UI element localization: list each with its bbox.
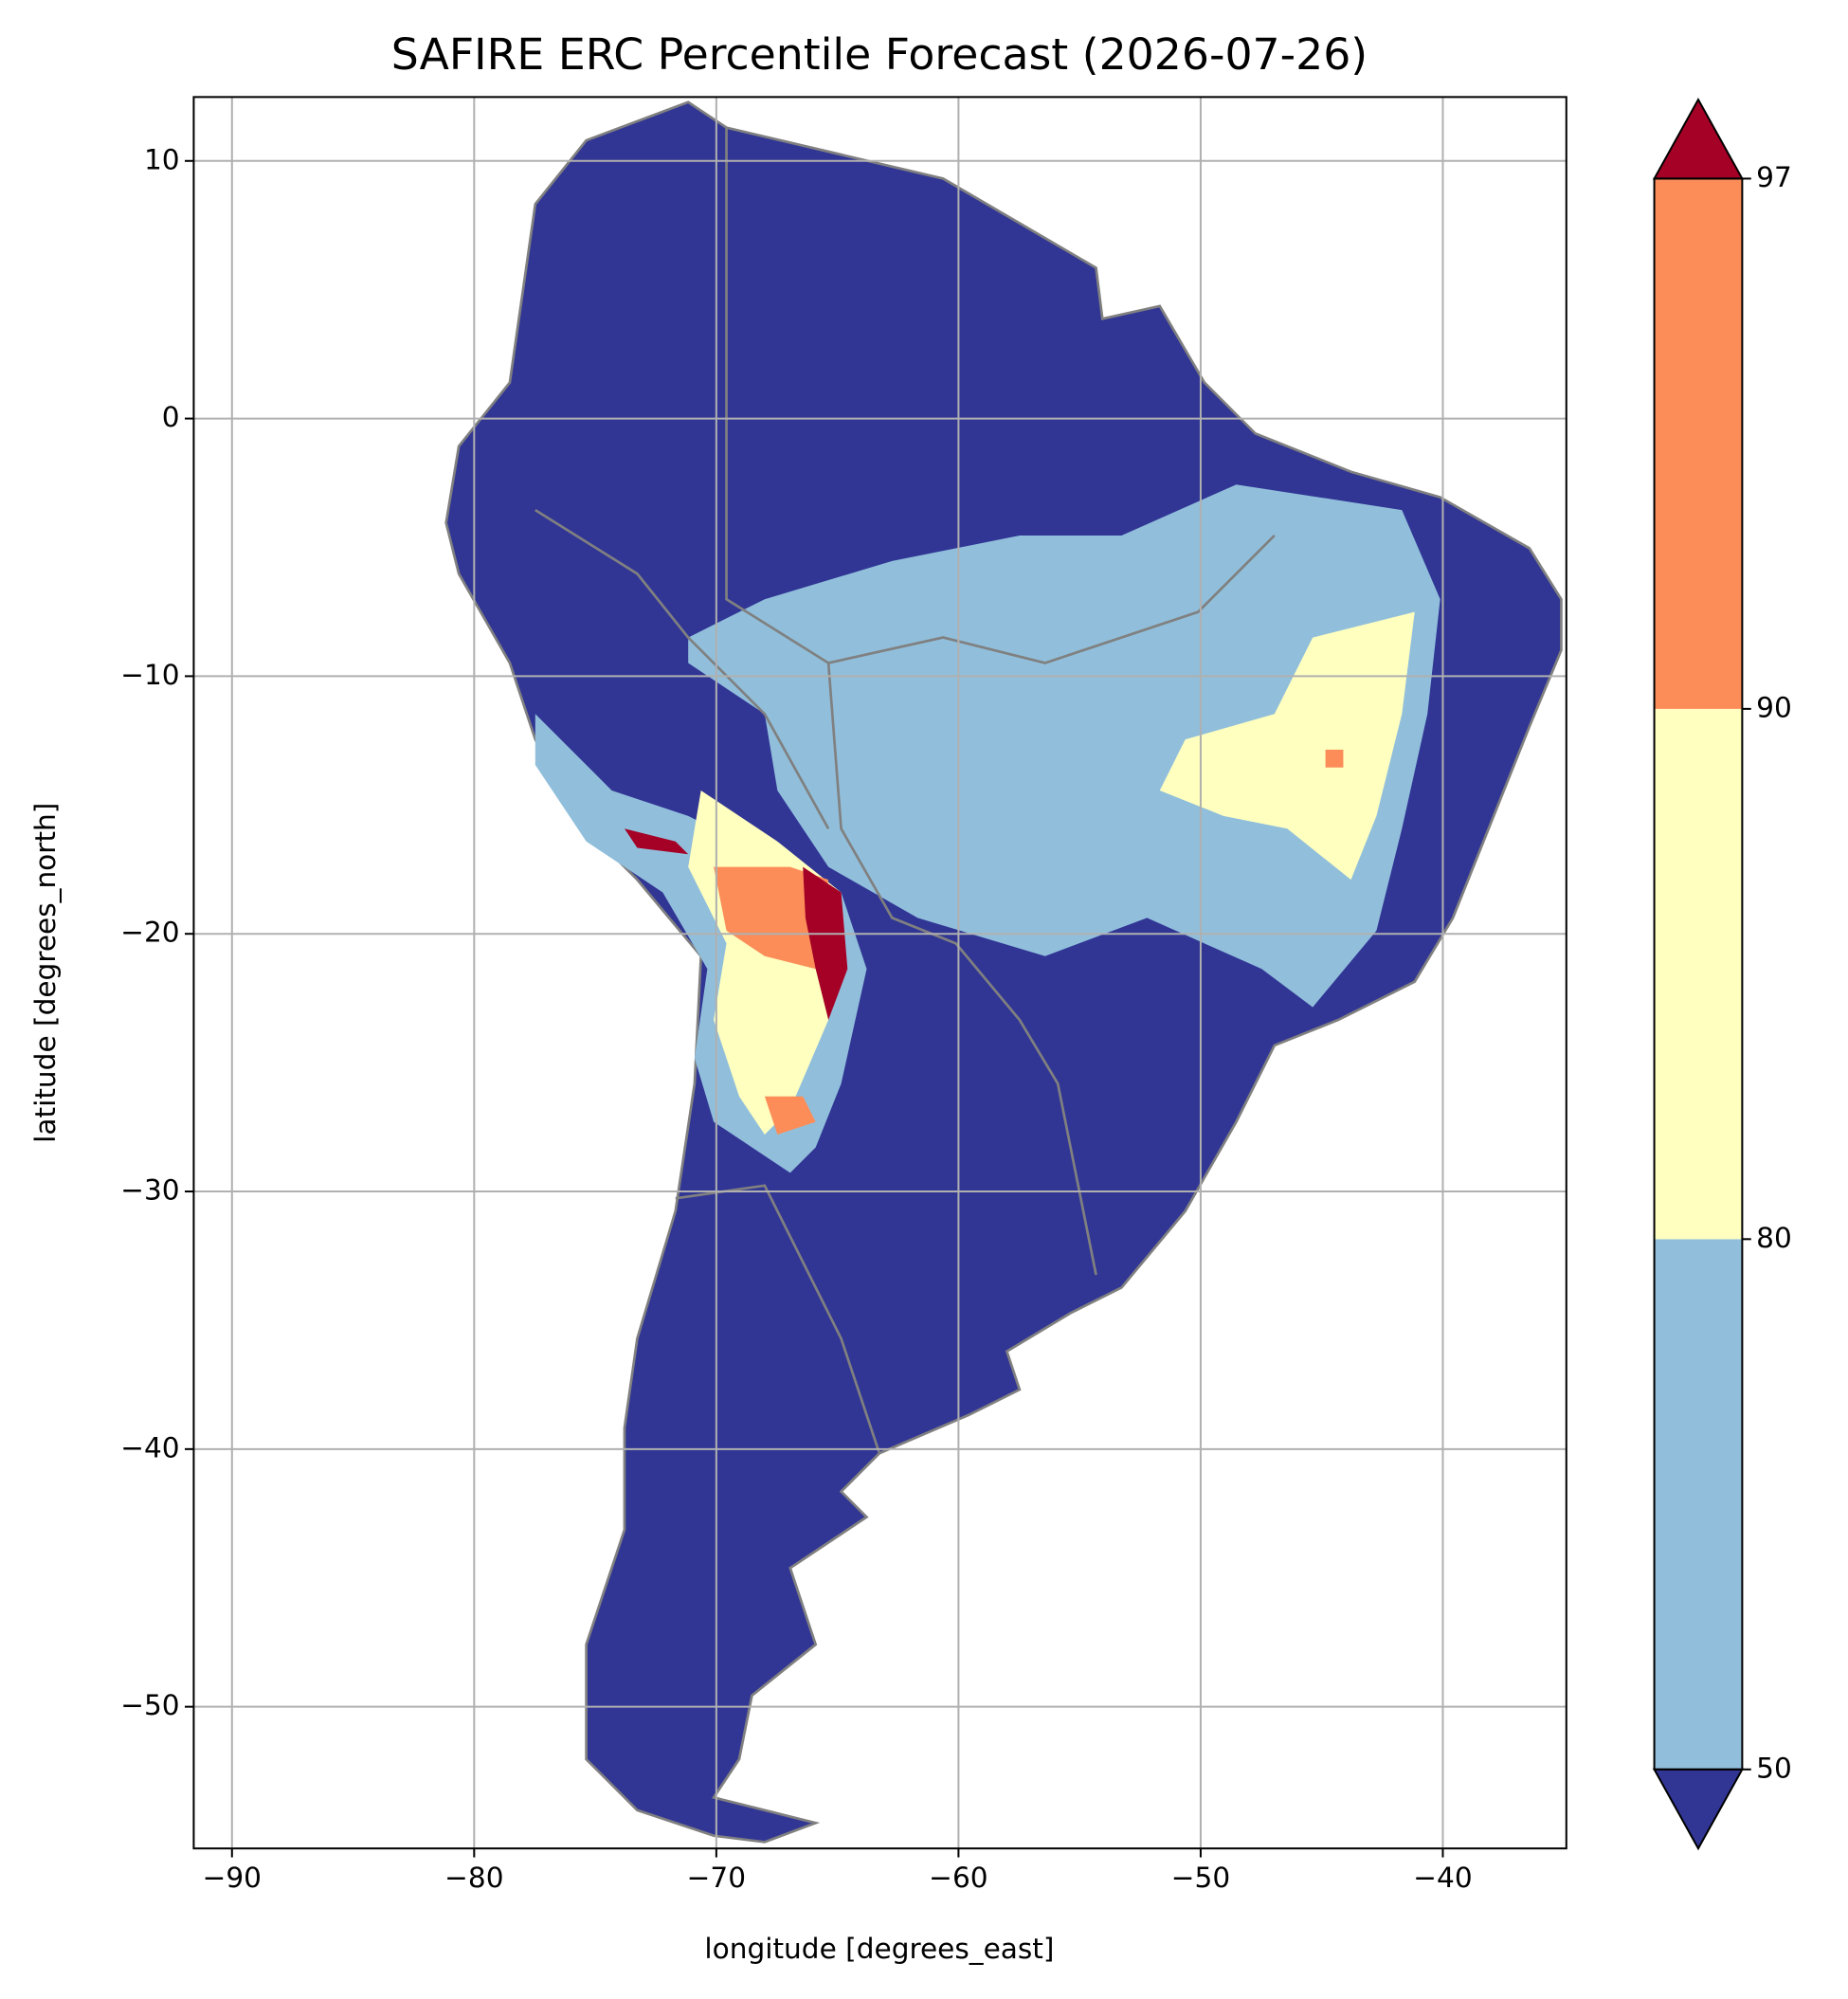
region-80-90 [1159, 611, 1415, 881]
region-97-plus [624, 828, 689, 855]
x-axis-label: longitude [degrees_east] [704, 1933, 1054, 1965]
region-90-97 [1325, 749, 1344, 768]
region-90-97 [714, 866, 829, 970]
land [444, 100, 1563, 1844]
colorbar-frame [1653, 177, 1744, 1771]
y-tick-label: 0 [162, 401, 180, 433]
border [725, 127, 1276, 664]
plot-frame [192, 96, 1567, 1850]
colorbar-tick-label: 90 [1756, 691, 1792, 723]
x-tick-label: −40 [1413, 1862, 1472, 1894]
chart-title: SAFIRE ERC Percentile Forecast (2026-07-… [391, 29, 1368, 80]
y-tick-label: 10 [144, 143, 180, 175]
x-tick-label: −70 [687, 1862, 746, 1894]
x-tick-label: −60 [929, 1862, 987, 1894]
colorbar-tick-label: 50 [1756, 1752, 1792, 1784]
border [534, 508, 830, 829]
y-tick-label: −10 [120, 659, 179, 691]
x-tick-label: −90 [203, 1862, 262, 1894]
colorbar-segment [1654, 178, 1743, 709]
colorbar-segment [1654, 708, 1743, 1240]
y-tick-label: −30 [120, 1174, 179, 1207]
y-axis-label: latitude [degrees_north] [29, 803, 62, 1143]
x-tick-label: −80 [444, 1862, 503, 1894]
colorbar-tick-label: 80 [1756, 1222, 1792, 1254]
region-50-80 [688, 484, 1440, 1008]
region-90-97 [764, 1096, 816, 1136]
y-tick-label: −50 [120, 1689, 179, 1721]
y-tick-label: −20 [120, 917, 179, 949]
x-tick-label: −50 [1171, 1862, 1230, 1894]
colorbar-tick-label: 97 [1756, 161, 1792, 193]
colorbar-extend-min [1652, 1768, 1745, 1851]
region-97-plus [803, 866, 848, 1021]
colorbar-extend-max [1652, 97, 1745, 180]
colorbar-segment [1654, 1239, 1743, 1770]
y-tick-label: −40 [120, 1431, 179, 1463]
map [444, 100, 1563, 1844]
border [826, 663, 1097, 1276]
